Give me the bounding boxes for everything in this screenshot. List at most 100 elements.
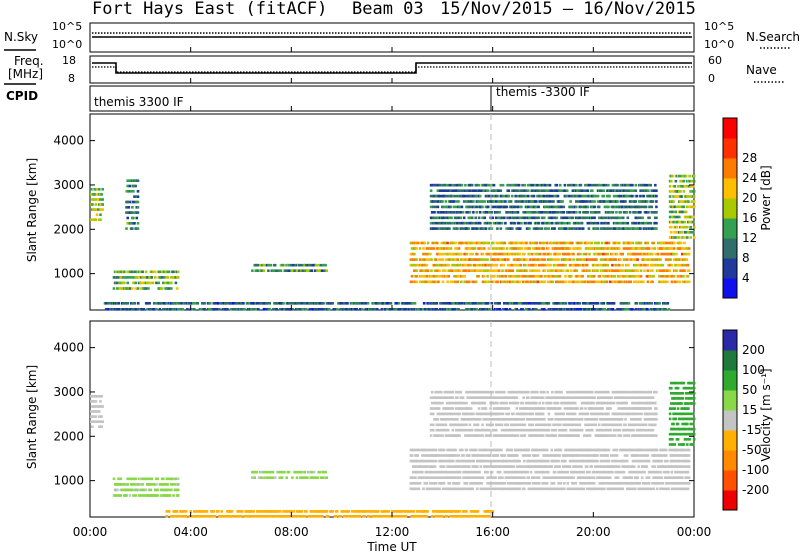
- scatter-cell: [629, 281, 632, 284]
- scatter-cell: [489, 281, 492, 284]
- scatter-cell: [472, 211, 475, 214]
- scatter-cell: [561, 200, 564, 203]
- scatter-cell: [425, 449, 428, 452]
- scatter-cell: [148, 478, 151, 481]
- scatter-cell: [105, 308, 108, 311]
- scatter-cell: [509, 217, 512, 220]
- scatter-cell: [125, 494, 128, 497]
- scatter-cell: [486, 275, 489, 278]
- scatter-cell: [562, 211, 565, 214]
- scatter-cell: [520, 476, 523, 479]
- scatter-cell: [611, 269, 614, 272]
- scatter-cell: [555, 247, 558, 250]
- scatter-cell: [147, 287, 150, 290]
- scatter-cell: [251, 269, 254, 272]
- scatter-cell: [476, 253, 479, 256]
- scatter-cell: [607, 454, 610, 457]
- scatter-cell: [325, 476, 328, 479]
- scatter-cell: [636, 302, 639, 305]
- scatter-cell: [539, 488, 542, 491]
- scatter-cell: [498, 253, 501, 256]
- scatter-cell: [169, 494, 172, 497]
- scatter-cell: [601, 242, 604, 245]
- scatter-cell: [288, 471, 291, 474]
- scatter-cell: [449, 200, 452, 203]
- scatter-cell: [431, 211, 434, 214]
- scatter-cell: [477, 269, 480, 272]
- scatter-cell: [541, 211, 544, 214]
- scatter-cell: [634, 253, 637, 256]
- scatter-cell: [528, 449, 531, 452]
- scatter-cell: [597, 281, 600, 284]
- scatter-cell: [544, 200, 547, 203]
- scatter-cell: [476, 211, 479, 214]
- scatter-cell: [546, 482, 549, 485]
- scatter-cell: [486, 281, 489, 284]
- scatter-cell: [641, 449, 644, 452]
- scatter-cell: [343, 302, 346, 305]
- scatter-cell: [377, 302, 380, 305]
- scatter-cell: [435, 258, 438, 261]
- scatter-cell: [496, 242, 499, 245]
- scatter-cell: [651, 281, 654, 284]
- scatter-cell: [626, 460, 629, 463]
- scatter-cell: [281, 476, 284, 479]
- scatter-cell: [607, 253, 610, 256]
- scatter-cell: [586, 488, 589, 491]
- scatter-cell: [519, 227, 522, 230]
- scatter-cell: [96, 410, 99, 413]
- scatter-cell: [389, 308, 392, 311]
- scatter-cell: [418, 449, 421, 452]
- scatter-cell: [522, 281, 525, 284]
- scatter-cell: [593, 275, 596, 278]
- scatter-cell: [570, 476, 573, 479]
- scatter-cell: [591, 200, 594, 203]
- scatter-cell: [92, 400, 95, 403]
- scatter-cell: [592, 302, 595, 305]
- scatter-cell: [321, 269, 324, 272]
- scatter-cell: [429, 488, 432, 491]
- scatter-cell: [413, 253, 416, 256]
- scatter-cell: [689, 195, 692, 198]
- scatter-cell: [616, 264, 619, 267]
- scatter-cell: [464, 195, 467, 198]
- scatter-cell: [414, 488, 417, 491]
- scatter-cell: [426, 275, 429, 278]
- scatter-cell: [669, 211, 672, 214]
- scatter-cell: [547, 247, 550, 250]
- scatter-cell: [689, 236, 692, 239]
- scatter-cell: [544, 476, 547, 479]
- scatter-cell: [470, 449, 473, 452]
- scatter-cell: [288, 269, 291, 272]
- scatter-cell: [685, 211, 688, 214]
- scatter-cell: [678, 236, 681, 239]
- scatter-cell: [629, 488, 632, 491]
- scatter-cell: [644, 488, 647, 491]
- scatter-cell: [478, 227, 481, 230]
- scatter-cell: [170, 489, 173, 492]
- scatter-cell: [621, 488, 624, 491]
- scatter-cell: [502, 195, 505, 198]
- scatter-cell: [585, 195, 588, 198]
- scatter-cell: [475, 281, 478, 284]
- scatter-cell: [643, 195, 646, 198]
- scatter-cell: [668, 308, 671, 311]
- scatter-cell: [513, 465, 516, 468]
- scatter-cell: [682, 275, 685, 278]
- scatter-cell: [515, 242, 518, 245]
- scatter-cell: [665, 258, 668, 261]
- scatter-cell: [120, 478, 123, 481]
- scatter-cell: [310, 302, 313, 305]
- scatter-cell: [309, 264, 312, 267]
- scatter-cell: [522, 242, 525, 245]
- scatter-cell: [577, 200, 580, 203]
- scatter-cell: [550, 465, 553, 468]
- scatter-cell: [505, 460, 508, 463]
- scatter-cell: [530, 471, 533, 474]
- scatter-cell: [571, 242, 574, 245]
- scatter-cell: [573, 211, 576, 214]
- scatter-cell: [436, 222, 439, 225]
- scatter-cell: [519, 217, 522, 220]
- scatter-cell: [322, 308, 325, 311]
- scatter-cell: [152, 271, 155, 274]
